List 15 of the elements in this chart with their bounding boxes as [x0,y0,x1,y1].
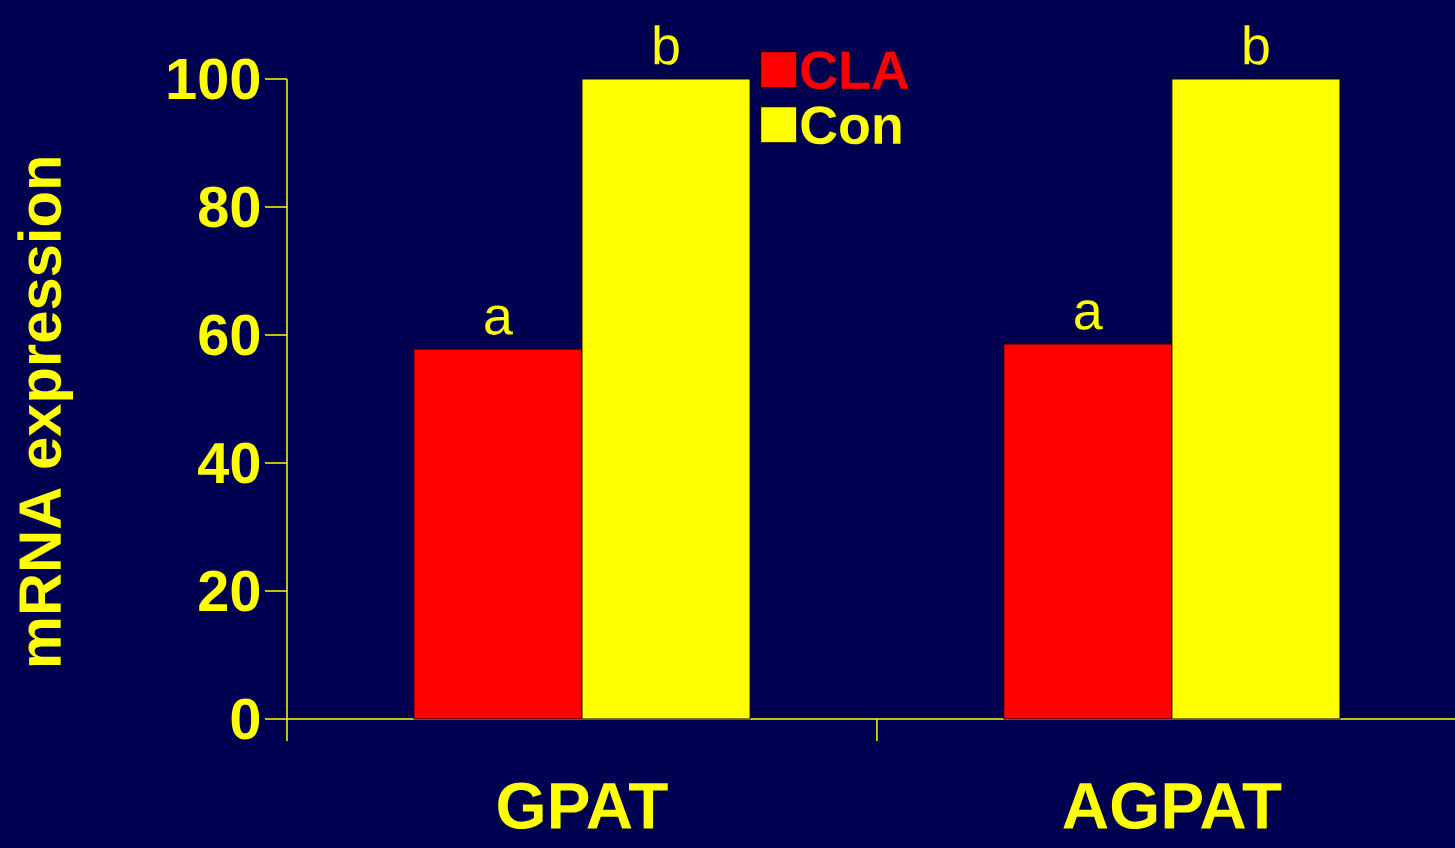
x-tick-label: AGPAT [1063,782,1282,830]
annotation: a [1075,300,1103,330]
annotation: b [1244,25,1269,65]
y-tick-label: 100 [168,58,260,100]
annotation: a [485,305,513,335]
legend-label: CLA [801,51,909,90]
annotation: b [654,25,679,65]
x-tick-label: GPAT [498,782,668,830]
y-tick-label: 0 [231,698,260,740]
y-tick-label: 60 [199,314,260,356]
y-tick-label: 80 [199,186,260,228]
y-axis-title: mRNA expression [17,158,74,666]
legend-label: Con [801,106,901,145]
y-tick-label: 40 [198,442,260,484]
y-tick-label: 20 [199,570,260,612]
